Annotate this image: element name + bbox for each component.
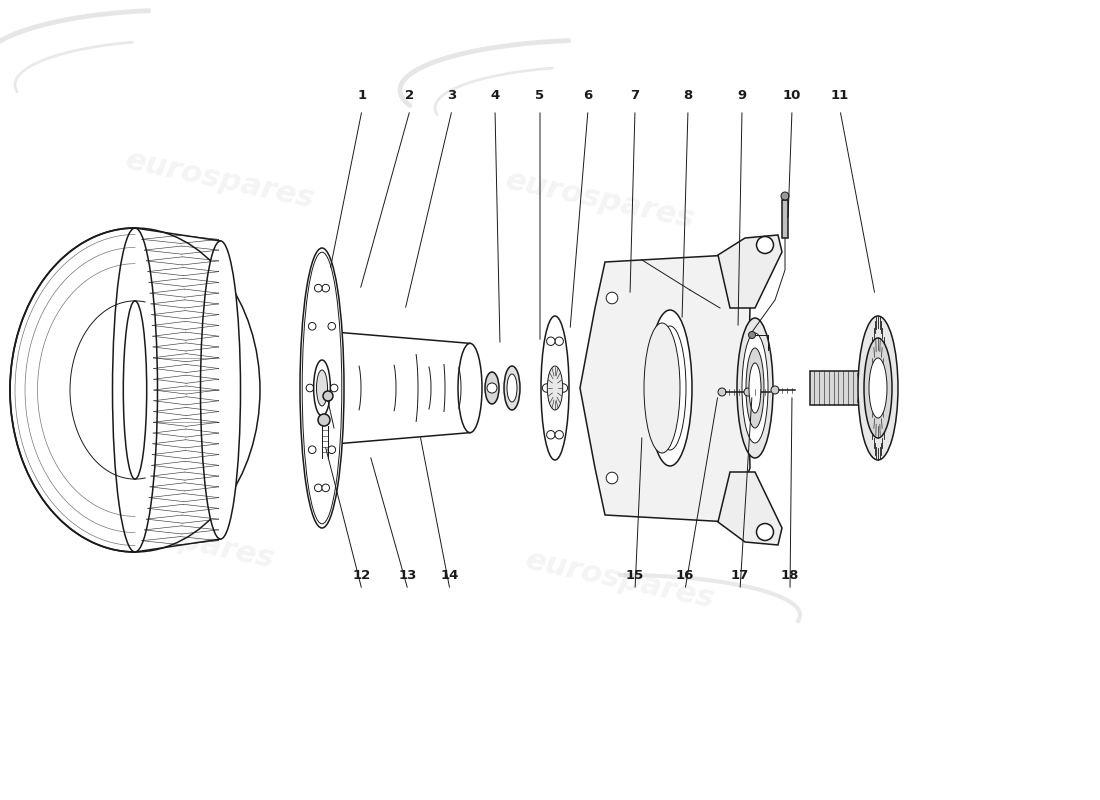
Circle shape [315, 484, 322, 492]
Ellipse shape [749, 363, 761, 413]
Polygon shape [782, 200, 788, 238]
Text: 1: 1 [358, 89, 366, 102]
Ellipse shape [541, 316, 569, 460]
Polygon shape [718, 235, 782, 308]
Text: 6: 6 [583, 89, 593, 102]
Circle shape [542, 384, 551, 392]
Ellipse shape [737, 318, 773, 458]
Ellipse shape [485, 372, 499, 404]
Text: eurospares: eurospares [522, 546, 717, 614]
Polygon shape [718, 472, 782, 545]
Circle shape [322, 484, 330, 492]
Circle shape [757, 523, 773, 541]
Text: 9: 9 [737, 89, 747, 102]
Circle shape [330, 384, 338, 392]
Ellipse shape [504, 366, 520, 410]
Text: 17: 17 [730, 569, 749, 582]
Ellipse shape [200, 241, 241, 539]
Text: 18: 18 [781, 569, 800, 582]
Ellipse shape [548, 366, 563, 410]
Ellipse shape [300, 248, 344, 528]
Circle shape [606, 472, 618, 484]
Text: 15: 15 [626, 569, 645, 582]
Circle shape [771, 386, 779, 394]
Ellipse shape [746, 348, 764, 428]
Circle shape [748, 331, 756, 338]
Ellipse shape [323, 391, 333, 401]
Circle shape [328, 446, 336, 454]
Text: eurospares: eurospares [503, 166, 697, 234]
Circle shape [757, 237, 773, 254]
Text: 12: 12 [353, 569, 371, 582]
Circle shape [559, 384, 568, 392]
Ellipse shape [317, 370, 328, 406]
Ellipse shape [314, 360, 330, 416]
Circle shape [718, 388, 726, 396]
Text: 10: 10 [783, 89, 801, 102]
Ellipse shape [458, 343, 482, 433]
Ellipse shape [507, 374, 517, 402]
Text: 14: 14 [441, 569, 459, 582]
Ellipse shape [123, 301, 146, 479]
Ellipse shape [112, 228, 157, 552]
Circle shape [315, 284, 322, 292]
Text: 4: 4 [491, 89, 499, 102]
Circle shape [606, 292, 618, 304]
Text: 16: 16 [675, 569, 694, 582]
Ellipse shape [318, 414, 330, 426]
Circle shape [308, 446, 316, 454]
Text: 3: 3 [448, 89, 456, 102]
Text: 7: 7 [630, 89, 639, 102]
Circle shape [328, 322, 336, 330]
Ellipse shape [10, 228, 260, 552]
Ellipse shape [864, 338, 892, 438]
Circle shape [556, 337, 563, 346]
Circle shape [306, 384, 313, 392]
Circle shape [308, 322, 316, 330]
Ellipse shape [644, 323, 680, 453]
Circle shape [547, 337, 556, 346]
Ellipse shape [858, 316, 898, 460]
Text: eurospares: eurospares [82, 506, 277, 574]
Circle shape [322, 284, 330, 292]
Circle shape [781, 192, 789, 200]
Ellipse shape [742, 333, 768, 443]
Text: 11: 11 [830, 89, 849, 102]
Polygon shape [580, 255, 750, 522]
Polygon shape [857, 375, 860, 401]
Circle shape [547, 430, 556, 439]
Text: eurospares: eurospares [123, 146, 317, 214]
Polygon shape [810, 371, 860, 405]
Text: 2: 2 [406, 89, 415, 102]
Text: 5: 5 [536, 89, 544, 102]
Circle shape [556, 430, 563, 439]
Text: 13: 13 [399, 569, 417, 582]
Text: 8: 8 [683, 89, 693, 102]
Circle shape [744, 388, 752, 396]
Circle shape [487, 383, 497, 393]
Ellipse shape [869, 358, 887, 418]
Ellipse shape [648, 310, 692, 466]
